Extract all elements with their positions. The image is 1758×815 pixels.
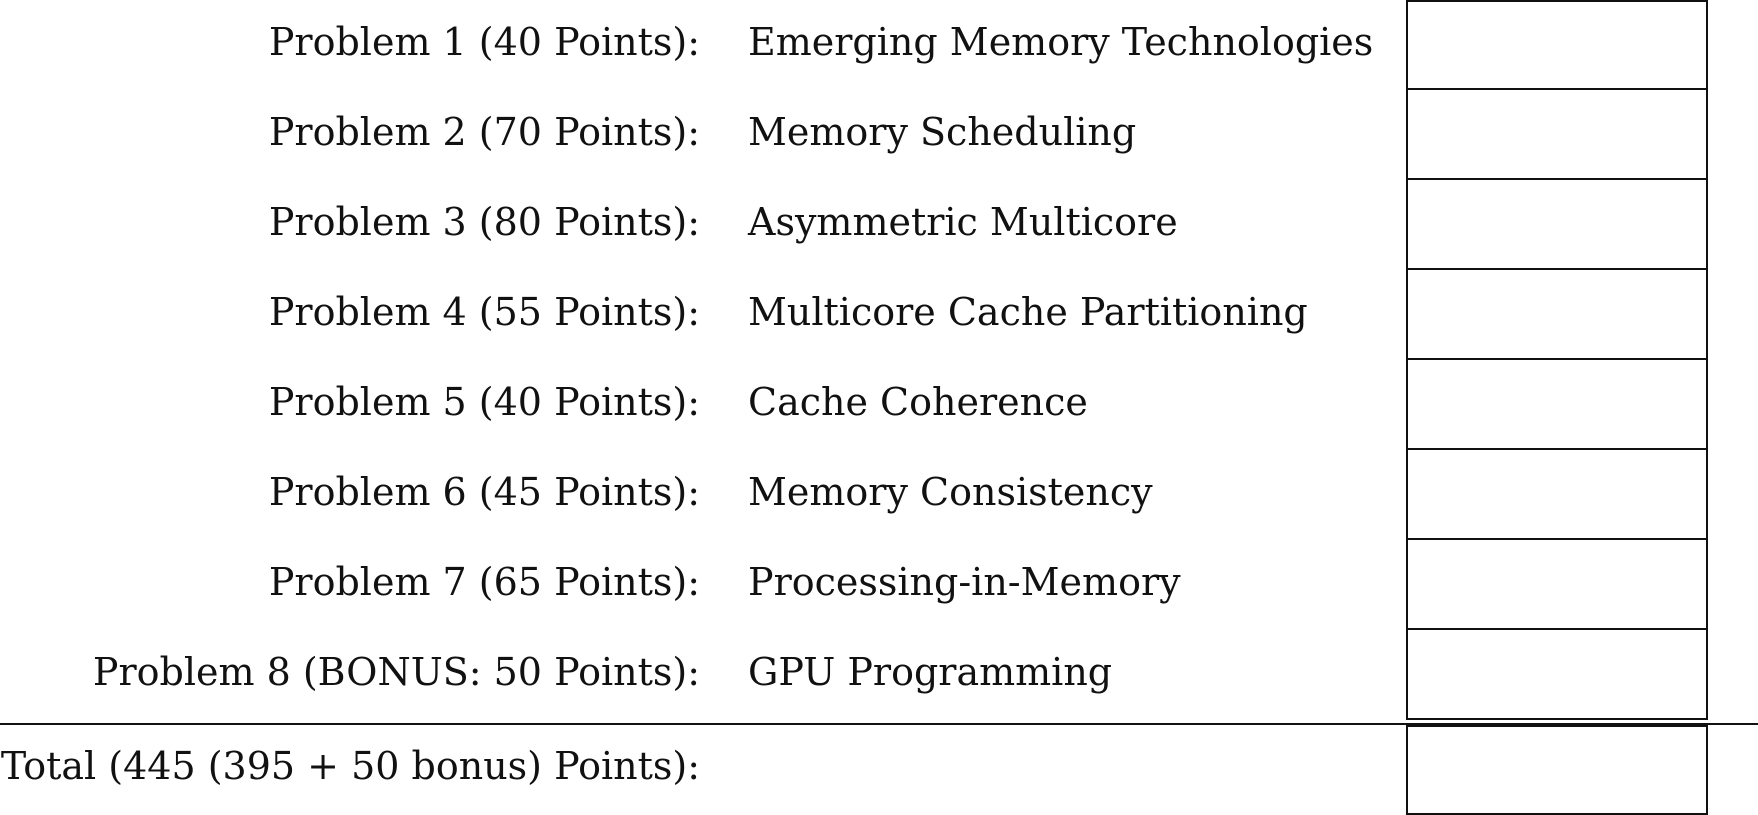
problem-topic: Memory Consistency (748, 470, 1153, 514)
problem-label: Problem 8 (BONUS: 50 Points): (92, 650, 700, 694)
total-score-box[interactable] (1406, 724, 1708, 815)
problem-label: Problem 3 (80 Points): (268, 200, 700, 244)
score-box[interactable] (1406, 180, 1708, 270)
problem-row-8: Problem 8 (BONUS: 50 Points): GPU Progra… (0, 630, 1758, 720)
problem-row-7: Problem 7 (65 Points): Processing-in-Mem… (0, 540, 1758, 630)
problem-topic: Multicore Cache Partitioning (748, 290, 1308, 334)
total-label: Total (445 (395 + 50 bonus) Points): (0, 744, 700, 788)
problem-row-1: Problem 1 (40 Points): Emerging Memory T… (0, 0, 1758, 90)
problem-topic: Memory Scheduling (748, 110, 1137, 154)
problem-row-2: Problem 2 (70 Points): Memory Scheduling (0, 90, 1758, 180)
problem-topic: Processing-in-Memory (748, 560, 1181, 604)
score-box[interactable] (1406, 90, 1708, 180)
score-box[interactable] (1406, 0, 1708, 90)
total-row: Total (445 (395 + 50 bonus) Points): (0, 724, 1758, 815)
problem-topic: Emerging Memory Technologies (748, 20, 1374, 64)
score-box[interactable] (1406, 270, 1708, 360)
problem-topic: Cache Coherence (748, 380, 1088, 424)
score-box[interactable] (1406, 540, 1708, 630)
problem-label: Problem 1 (40 Points): (268, 20, 700, 64)
problem-row-5: Problem 5 (40 Points): Cache Coherence (0, 360, 1758, 450)
problem-label: Problem 6 (45 Points): (268, 470, 700, 514)
problem-row-4: Problem 4 (55 Points): Multicore Cache P… (0, 270, 1758, 360)
problem-row-6: Problem 6 (45 Points): Memory Consistenc… (0, 450, 1758, 540)
total-divider (0, 723, 1758, 725)
problem-label: Problem 5 (40 Points): (268, 380, 700, 424)
score-box[interactable] (1406, 360, 1708, 450)
problem-topic: GPU Programming (748, 650, 1113, 694)
problem-label: Problem 2 (70 Points): (268, 110, 700, 154)
problem-label: Problem 7 (65 Points): (268, 560, 700, 604)
score-box[interactable] (1406, 450, 1708, 540)
problem-topic: Asymmetric Multicore (748, 200, 1178, 244)
problem-row-3: Problem 3 (80 Points): Asymmetric Multic… (0, 180, 1758, 270)
score-box[interactable] (1406, 630, 1708, 720)
problem-label: Problem 4 (55 Points): (268, 290, 700, 334)
